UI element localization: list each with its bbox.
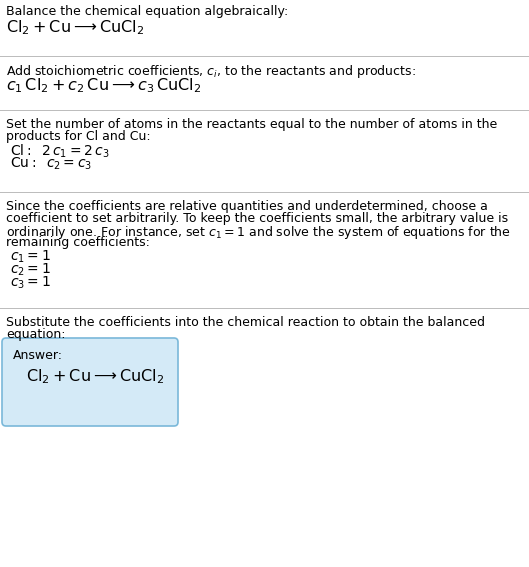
Text: $c_1 = 1$: $c_1 = 1$ (10, 249, 51, 265)
Text: Substitute the coefficients into the chemical reaction to obtain the balanced: Substitute the coefficients into the che… (6, 316, 485, 329)
Text: Add stoichiometric coefficients, $c_i$, to the reactants and products:: Add stoichiometric coefficients, $c_i$, … (6, 63, 416, 80)
Text: $\mathrm{Cl:}\;\; 2\,c_1 = 2\,c_3$: $\mathrm{Cl:}\;\; 2\,c_1 = 2\,c_3$ (10, 143, 110, 160)
Text: $c_2 = 1$: $c_2 = 1$ (10, 262, 51, 278)
Text: Balance the chemical equation algebraically:: Balance the chemical equation algebraica… (6, 5, 288, 18)
Text: Since the coefficients are relative quantities and underdetermined, choose a: Since the coefficients are relative quan… (6, 200, 488, 213)
Text: $\mathrm{Cl_2 + Cu \longrightarrow CuCl_2}$: $\mathrm{Cl_2 + Cu \longrightarrow CuCl_… (6, 18, 144, 37)
Text: remaining coefficients:: remaining coefficients: (6, 236, 150, 249)
Text: $\mathrm{Cu:}\;\; c_2 = c_3$: $\mathrm{Cu:}\;\; c_2 = c_3$ (10, 156, 93, 172)
Text: coefficient to set arbitrarily. To keep the coefficients small, the arbitrary va: coefficient to set arbitrarily. To keep … (6, 212, 508, 225)
FancyBboxPatch shape (2, 338, 178, 426)
Text: $c_1\, \mathrm{Cl_2} + c_2\, \mathrm{Cu} \longrightarrow c_3\, \mathrm{CuCl_2}$: $c_1\, \mathrm{Cl_2} + c_2\, \mathrm{Cu}… (6, 76, 202, 95)
Text: $\mathrm{Cl_2 + Cu \longrightarrow CuCl_2}$: $\mathrm{Cl_2 + Cu \longrightarrow CuCl_… (26, 367, 165, 386)
Text: equation:: equation: (6, 328, 66, 341)
Text: Set the number of atoms in the reactants equal to the number of atoms in the: Set the number of atoms in the reactants… (6, 118, 497, 131)
Text: Answer:: Answer: (13, 349, 63, 362)
Text: $c_3 = 1$: $c_3 = 1$ (10, 275, 51, 291)
Text: products for Cl and Cu:: products for Cl and Cu: (6, 130, 151, 143)
Text: ordinarily one. For instance, set $c_1 = 1$ and solve the system of equations fo: ordinarily one. For instance, set $c_1 =… (6, 224, 511, 241)
